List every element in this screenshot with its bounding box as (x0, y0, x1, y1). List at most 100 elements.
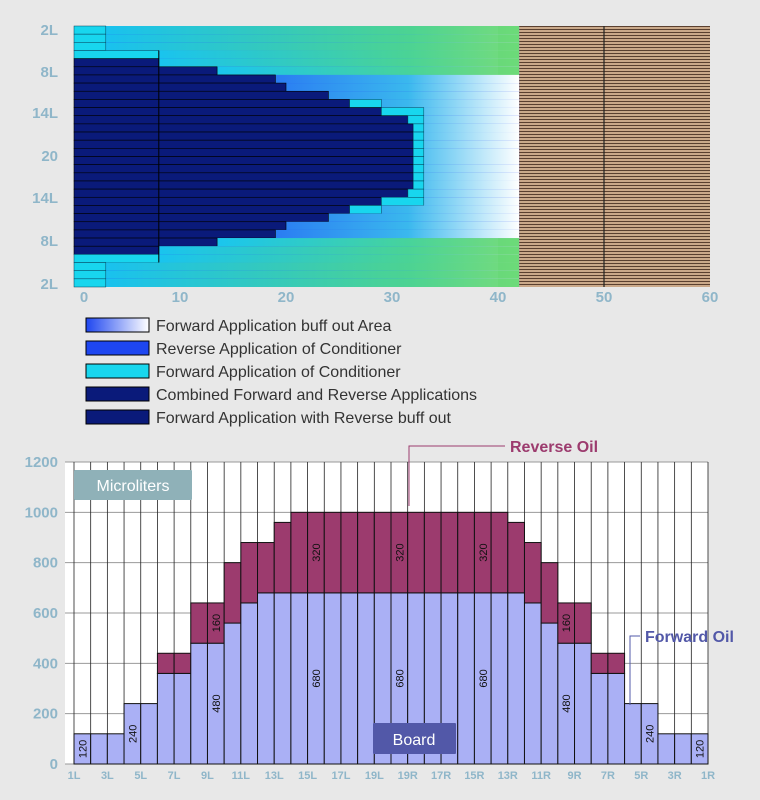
reverse-oil-bar (156, 652, 175, 674)
forward-oil-bar (490, 592, 509, 765)
heatmap-y-tick: 20 (41, 148, 58, 165)
heatmap-row-navy (73, 196, 382, 206)
heatmap-row-cyan-band (105, 34, 499, 43)
bar-data-label: 480 (211, 694, 223, 712)
reverse-oil-bar (507, 521, 525, 594)
reverse-oil-bar (457, 511, 475, 594)
heatmap-row-cyan (73, 270, 107, 280)
heatmap-row-cyan (412, 180, 425, 190)
forward-oil-bar (173, 672, 192, 765)
bar-data-label: 240 (127, 725, 139, 743)
bar-data-label: 680 (311, 669, 323, 687)
bar-x-tick: 11L (232, 770, 251, 782)
heatmap-y-tick: 14L (32, 190, 58, 207)
bar-x-tick: 1L (68, 770, 81, 782)
reverse-oil-bar (373, 511, 392, 594)
heatmap-row-cyan-band (158, 50, 499, 59)
bar-x-tick: 13L (265, 770, 284, 782)
heatmap-row-cyan (349, 205, 382, 214)
heatmap-row-cyan-band (105, 278, 499, 287)
bar-x-tick: 15L (298, 770, 317, 782)
reverse-oil-bar (357, 511, 375, 594)
heatmap-row-cyan (407, 115, 425, 125)
heatmap-y-tick: 8L (40, 233, 58, 250)
bar-y-tick: 800 (33, 555, 58, 572)
reverse-oil-callout: Reverse Oil (510, 439, 598, 456)
forward-oil-bar (140, 703, 158, 765)
heatmap-row-navy (73, 99, 350, 108)
heatmap-row-cyan-band (158, 254, 499, 263)
heatmap-row-navy (73, 90, 329, 100)
heatmap-x-tick: 10 (172, 289, 189, 306)
forward-oil-bar (590, 672, 609, 765)
heatmap-row-green-band (498, 26, 520, 35)
heatmap-row-cyan-band (158, 246, 499, 255)
heatmap-x-tick: 0 (80, 289, 88, 306)
legend-label: Forward Application of Conditioner (156, 364, 401, 381)
heatmap-x-tick: 20 (278, 289, 295, 306)
forward-oil-bar (340, 592, 359, 765)
heatmap-row-cyan (412, 156, 425, 165)
bar-x-tick: 19R (398, 770, 418, 782)
bar-x-tick: 7L (168, 770, 181, 782)
forward-oil-bar (190, 642, 208, 765)
heatmap-row-green-band (498, 270, 520, 279)
heatmap-row-green-band (498, 42, 520, 51)
heatmap-row-cyan (412, 164, 425, 174)
forward-oil-bar (674, 733, 692, 765)
reverse-oil-bar (173, 652, 192, 674)
reverse-oil-bar (273, 521, 292, 594)
forward-oil-bar (323, 592, 342, 765)
heatmap-x-tick: 60 (702, 289, 719, 306)
heatmap-x-tick: 40 (490, 289, 507, 306)
heatmap-row-navy (73, 213, 329, 223)
bar-x-tick: 7R (601, 770, 615, 782)
heatmap-row-navy (73, 66, 218, 76)
bar-x-tick: 5L (134, 770, 147, 782)
reverse-oil-bar (340, 511, 359, 594)
xlabel-text: Board (393, 732, 436, 749)
heatmap-row-navy (73, 237, 218, 247)
forward-oil-bar (607, 672, 626, 765)
xlabel-box (373, 723, 456, 754)
heatmap-chart: 2L 8L 14L 20 14L 8L 2L 0 10 20 30 40 50 60 (32, 22, 718, 306)
bar-data-label: 680 (478, 669, 490, 687)
reverse-oil-bar (257, 542, 275, 594)
heatmap-row-cyan (73, 254, 160, 263)
bar-y-tick: 1200 (25, 454, 58, 471)
heatmap-row-fade (74, 83, 520, 92)
forward-oil-bar (240, 602, 259, 765)
heatmap-row-cyan (381, 197, 425, 206)
heatmap-row-green-band (498, 254, 520, 263)
bar-y-tick: 400 (33, 655, 58, 672)
heatmap-row-green-band (498, 278, 520, 287)
heatmap-row-fade (74, 229, 520, 239)
heatmap-row-cyan-band (105, 42, 499, 51)
wood-texture (519, 26, 710, 287)
heatmap-row-cyan-band (105, 262, 499, 271)
heatmap-row-cyan (73, 262, 107, 271)
legend-swatch (85, 363, 150, 379)
reverse-oil-bar (190, 602, 208, 644)
heatmap-row-green-band (498, 50, 520, 59)
heatmap-x-tick: 50 (596, 289, 613, 306)
forward-oil-bar (273, 592, 292, 765)
heatmap-row-cyan (412, 172, 425, 182)
bar-x-tick: 3L (101, 770, 114, 782)
heatmap-row-cyan (349, 99, 382, 108)
forward-oil-callout-line (629, 635, 640, 705)
buff-out-wood-area (519, 26, 710, 287)
heatmap-row-green-band (498, 66, 520, 75)
heatmap-row-navy (73, 139, 414, 149)
heatmap-row-navy (73, 164, 414, 174)
ylabel-text: Microliters (97, 478, 170, 495)
forward-oil-bar (156, 672, 175, 765)
heatmap-row-navy (73, 148, 414, 157)
bar-x-tick: 9R (567, 770, 581, 782)
forward-oil-bar (624, 703, 642, 765)
legend-swatch (85, 317, 150, 333)
reverse-oil-bar (423, 511, 442, 594)
reverse-oil-callout-line (408, 445, 505, 506)
heatmap-row-cyan-band (105, 26, 499, 35)
